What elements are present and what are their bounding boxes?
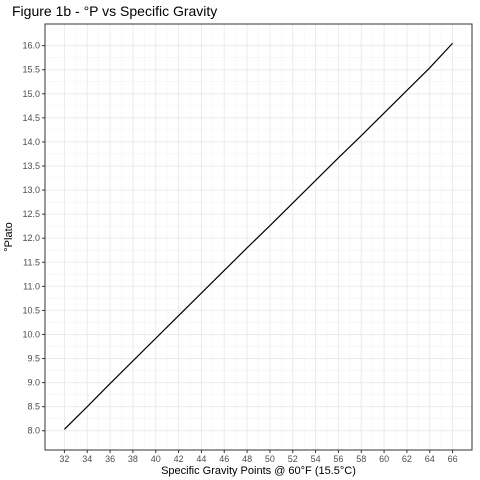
y-tick-label: 14.5: [22, 113, 40, 123]
y-tick-label: 12.0: [22, 233, 40, 243]
y-tick-label: 15.0: [22, 89, 40, 99]
x-tick-label: 56: [333, 454, 343, 464]
y-tick-label: 11.5: [23, 257, 40, 267]
y-tick-label: 13.0: [22, 185, 40, 195]
x-tick-label: 60: [379, 454, 389, 464]
y-tick-label: 8.5: [27, 402, 40, 412]
y-tick-label: 11.0: [23, 281, 40, 291]
y-tick-label: 16.0: [22, 41, 40, 51]
x-tick-label: 34: [82, 454, 92, 464]
x-tick-label: 62: [402, 454, 412, 464]
x-tick-label: 40: [151, 454, 161, 464]
x-tick-label: 54: [311, 454, 321, 464]
y-tick-label: 9.0: [27, 378, 40, 388]
minor-grid: [45, 24, 472, 450]
x-axis: 32 34 36 38 40 42 44 46 48 50 52 54 56 58 60 62 64 66: [59, 450, 458, 464]
series-line-1: [63, 42, 454, 430]
x-tick-label: 58: [356, 454, 366, 464]
x-tick-label: 42: [174, 454, 184, 464]
x-tick-label: 36: [105, 454, 115, 464]
major-grid: [45, 24, 472, 450]
x-tick-label: 44: [196, 454, 206, 464]
y-tick-label: 8.0: [27, 426, 40, 436]
x-tick-label: 48: [242, 454, 252, 464]
chart-title: Figure 1b - °P vs Specific Gravity: [12, 3, 218, 19]
x-tick-label: 52: [288, 454, 298, 464]
y-tick-label: 10.5: [22, 305, 40, 315]
y-axis: 8.0 8.5 9.0 9.5 10.0 10.5 11.0 11.5 12.0 12.5 13.0…: [22, 41, 45, 436]
x-axis-title: Specific Gravity Points @ 60°F (15.5°C): [161, 465, 356, 477]
series-layer: [63, 42, 454, 430]
x-tick-label: 32: [59, 454, 69, 464]
y-axis-title: °Plato: [3, 222, 15, 251]
x-tick-label: 64: [425, 454, 435, 464]
x-tick-label: 66: [448, 454, 458, 464]
x-tick-label: 50: [265, 454, 275, 464]
x-tick-label: 38: [128, 454, 138, 464]
y-tick-label: 14.0: [22, 137, 40, 147]
y-tick-label: 9.5: [27, 354, 40, 364]
y-tick-label: 15.5: [22, 65, 40, 75]
x-tick-label: 46: [219, 454, 229, 464]
y-tick-label: 10.0: [22, 329, 40, 339]
y-tick-label: 12.5: [22, 209, 40, 219]
plot-border: [44, 23, 473, 451]
y-tick-label: 13.5: [22, 161, 40, 171]
